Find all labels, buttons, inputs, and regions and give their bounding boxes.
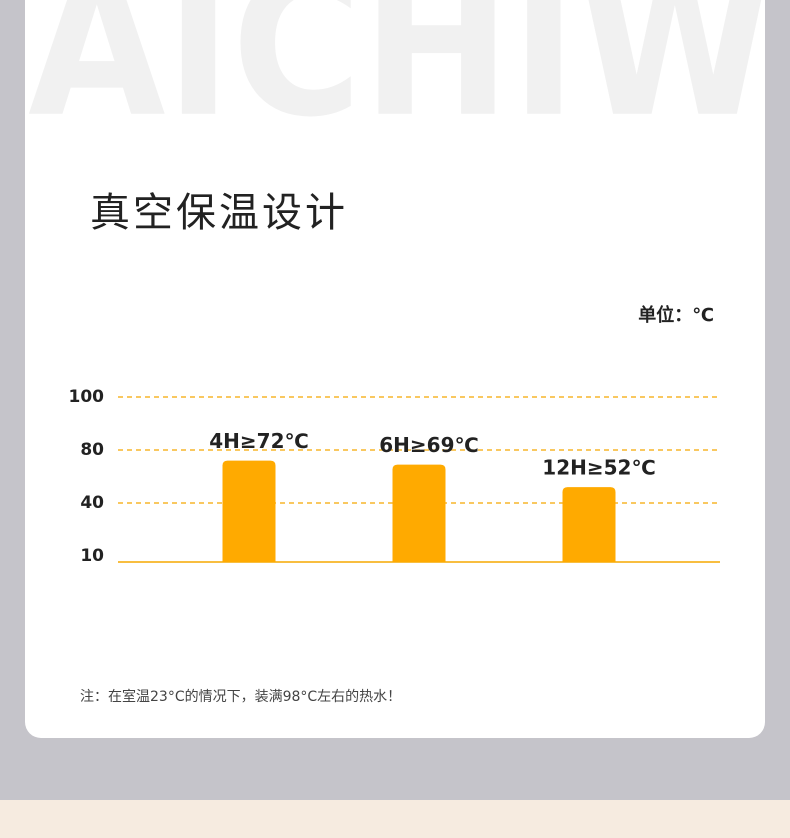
- value-label: 12H≥52℃: [542, 456, 655, 480]
- watermark: AICHIW: [28, 0, 773, 161]
- y-tick-label: 10: [80, 546, 104, 566]
- y-tick-label: 100: [69, 387, 105, 407]
- bar: [562, 487, 616, 562]
- plot: 100 80 40 10 4H≥72℃ 6H≥69℃ 12H≥52℃: [69, 387, 720, 566]
- y-tick-label: 40: [80, 493, 104, 513]
- chart-title: 真空保温设计: [90, 190, 348, 236]
- unit-label: 单位：℃: [638, 304, 714, 326]
- bottom-strip: [0, 800, 790, 838]
- y-tick-label: 80: [80, 440, 104, 460]
- bar: [222, 460, 276, 562]
- value-label: 4H≥72℃: [209, 429, 308, 453]
- bar: [392, 464, 446, 562]
- value-label: 6H≥69℃: [379, 433, 478, 457]
- note: 注：在室温23°C的情况下，装满98°C左右的热水！: [80, 688, 401, 705]
